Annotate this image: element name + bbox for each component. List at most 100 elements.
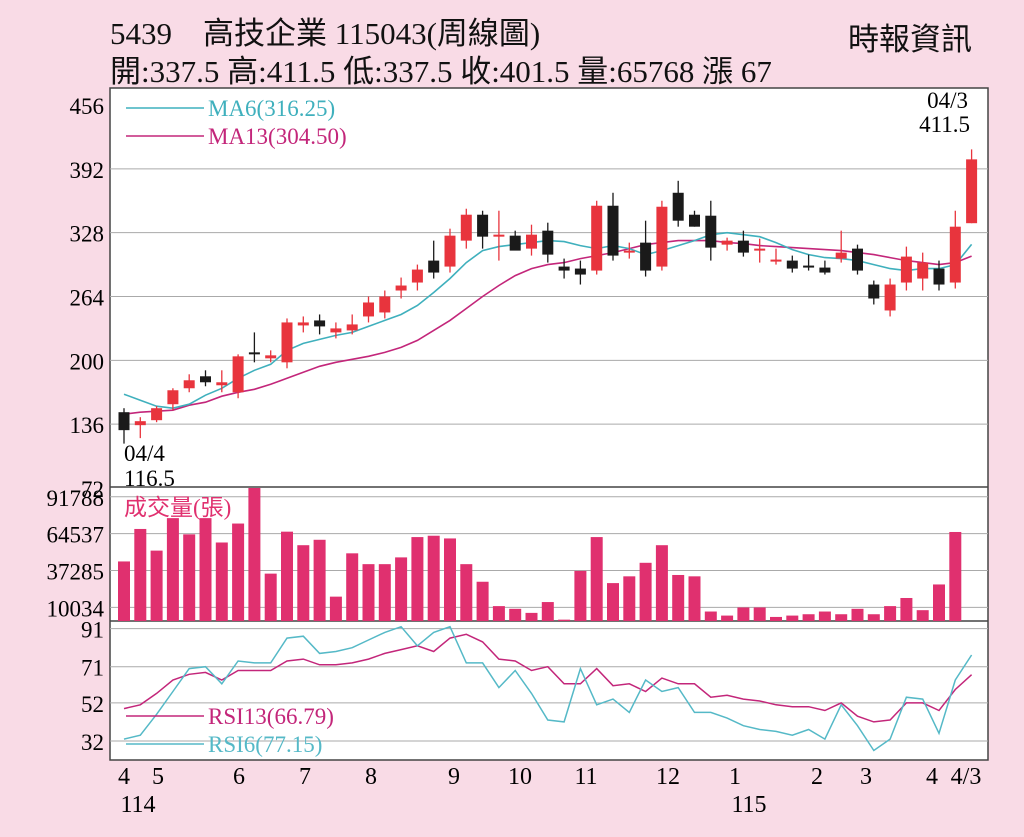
volume-bar bbox=[460, 564, 473, 621]
x-tick-label: 12 bbox=[656, 764, 680, 790]
x-tick-label: 10 bbox=[508, 764, 532, 790]
volume-bar bbox=[721, 615, 734, 621]
rsi13-legend-label: RSI13(66.79) bbox=[208, 704, 334, 729]
candle-body bbox=[134, 421, 146, 426]
volume-bar bbox=[737, 607, 750, 621]
candle-body bbox=[232, 356, 244, 393]
volume-bar bbox=[509, 608, 522, 621]
candle-body bbox=[509, 235, 521, 251]
chart-title: 5439 高技企業 115043(周線圖) bbox=[110, 16, 541, 51]
rsi-tick-label: 71 bbox=[81, 656, 104, 681]
volume-bar bbox=[835, 614, 848, 621]
candle-body bbox=[705, 215, 717, 248]
candle-body bbox=[689, 214, 700, 227]
rsi6-legend-label: RSI6(77.15) bbox=[208, 732, 322, 757]
x-tick-label: 7 bbox=[299, 764, 311, 790]
price-tick-label: 200 bbox=[70, 349, 105, 374]
volume-bar bbox=[444, 538, 456, 621]
candle-body bbox=[314, 320, 326, 327]
volume-bar bbox=[150, 550, 163, 621]
low-value-annotation: 116.5 bbox=[124, 466, 175, 491]
x-tick-label: 3 bbox=[860, 764, 872, 790]
x-year-label: 114 bbox=[120, 792, 155, 818]
volume-bar bbox=[166, 518, 179, 621]
volume-bar bbox=[346, 553, 359, 621]
ohlc-summary: 開:337.5 高:411.5 低:337.5 收:401.5 量:65768 … bbox=[110, 54, 772, 89]
candle-body bbox=[949, 226, 961, 283]
price-tick-label: 264 bbox=[70, 286, 105, 311]
volume-bar bbox=[248, 488, 261, 621]
candle-body bbox=[868, 284, 880, 299]
candle-body bbox=[297, 322, 309, 326]
x-tick-label: 4 bbox=[926, 764, 938, 790]
x-tick-label: 4/3 bbox=[951, 764, 982, 790]
low-date-annotation: 04/4 bbox=[124, 441, 165, 466]
candle-body bbox=[852, 248, 863, 271]
volume-tick-label: 64537 bbox=[47, 523, 105, 548]
candle-body bbox=[737, 240, 749, 253]
candle-body bbox=[411, 269, 423, 283]
candle-body bbox=[265, 355, 277, 359]
candle-body bbox=[363, 302, 374, 317]
candle-body bbox=[558, 266, 570, 271]
volume-bar bbox=[770, 616, 782, 621]
rsi-tick-label: 52 bbox=[81, 692, 104, 717]
candle-body bbox=[640, 242, 652, 271]
candle-body bbox=[183, 380, 195, 389]
price-tick-label: 328 bbox=[70, 222, 105, 247]
volume-bar bbox=[183, 534, 196, 621]
ma13-line bbox=[123, 239, 972, 415]
high-value-annotation: 411.5 bbox=[919, 112, 970, 137]
rsi6-line bbox=[123, 625, 973, 752]
volume-bar bbox=[933, 584, 945, 621]
candle-body bbox=[884, 284, 896, 311]
candle-body bbox=[656, 206, 668, 267]
candle-body bbox=[248, 352, 260, 355]
volume-bar bbox=[411, 537, 424, 621]
rsi-tick-label: 32 bbox=[81, 730, 104, 755]
volume-bar bbox=[313, 539, 326, 621]
source-label: 時報資訊 bbox=[848, 22, 972, 57]
volume-bar bbox=[949, 531, 962, 621]
volume-bar bbox=[492, 606, 505, 621]
volume-bar bbox=[281, 531, 293, 621]
candle-body bbox=[118, 412, 130, 431]
ma13-legend-label: MA13(304.50) bbox=[208, 124, 347, 149]
candle-body bbox=[167, 390, 179, 405]
volume-bar bbox=[574, 570, 587, 621]
x-tick-label: 6 bbox=[233, 764, 245, 790]
price-tick-label: 456 bbox=[70, 94, 105, 119]
volume-bar bbox=[884, 606, 897, 621]
volume-bar bbox=[688, 576, 701, 621]
volume-tick-label: 37285 bbox=[47, 560, 105, 585]
x-tick-label: 5 bbox=[152, 764, 164, 790]
volume-bar bbox=[378, 564, 391, 621]
candle-body bbox=[281, 322, 293, 363]
volume-tick-label: 10034 bbox=[47, 596, 105, 621]
candle-body bbox=[216, 382, 228, 386]
candle-body bbox=[574, 268, 586, 275]
candle-body bbox=[623, 250, 635, 253]
volume-bar bbox=[297, 545, 310, 621]
volume-tick-label: 91788 bbox=[47, 486, 105, 511]
candle-body bbox=[770, 259, 782, 262]
candle-body bbox=[835, 252, 847, 259]
candle-body bbox=[591, 205, 603, 271]
candle-body bbox=[933, 268, 945, 285]
volume-bar bbox=[590, 537, 603, 621]
x-year-label: 115 bbox=[731, 792, 766, 818]
candle-body bbox=[330, 328, 342, 333]
volume-bar bbox=[900, 597, 913, 621]
x-tick-label: 4 bbox=[118, 764, 130, 790]
candle-body bbox=[819, 267, 831, 273]
volume-bar bbox=[655, 545, 668, 621]
volume-bar bbox=[802, 614, 815, 621]
candle-body bbox=[607, 205, 619, 256]
candle-body bbox=[542, 230, 554, 255]
candle-body bbox=[346, 324, 358, 331]
candle-body bbox=[721, 240, 733, 245]
volume-bar bbox=[476, 581, 489, 621]
volume-bar bbox=[395, 557, 408, 621]
volume-bar bbox=[118, 561, 130, 621]
